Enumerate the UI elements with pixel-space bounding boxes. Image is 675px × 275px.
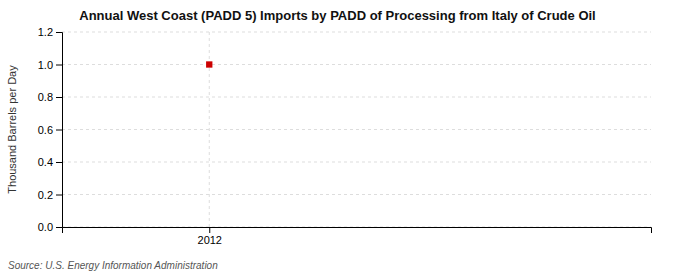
tick-label: 0.2 — [38, 189, 53, 201]
grid-line — [62, 129, 651, 130]
tick: 2012 — [198, 227, 222, 246]
tick-mark — [56, 130, 62, 131]
axis-line — [63, 228, 652, 234]
tick-label: 0.8 — [38, 91, 53, 103]
tick: 0.2 — [38, 189, 62, 201]
tick-label: 2012 — [198, 234, 222, 246]
chart: 2012 0.0 0.2 0.4 0.6 0.8 1.0 1.2 Annual West Coa… — [0, 0, 675, 275]
tick-label: 1.0 — [38, 59, 53, 71]
axis-line — [56, 33, 63, 228]
tick-label: 0.6 — [38, 124, 53, 136]
y-axis: 0.0 0.2 0.4 0.6 0.8 1.0 1.2 — [38, 26, 63, 233]
tick-mark — [209, 227, 210, 233]
source: Source: U.S. Energy Information Administ… — [8, 260, 218, 271]
tick: 1.2 — [38, 26, 62, 38]
tick-mark — [56, 97, 62, 98]
tick-label: 0.0 — [38, 221, 53, 233]
grid-line — [209, 32, 210, 227]
grid — [62, 32, 651, 227]
tick-mark — [56, 32, 62, 33]
tick: 0.6 — [38, 124, 62, 136]
tick: 1.0 — [38, 59, 62, 71]
tick-label: 0.4 — [38, 156, 53, 168]
point — [206, 61, 212, 67]
plot-area: 2012 0.0 0.2 0.4 0.6 0.8 1.0 1.2 — [38, 26, 652, 246]
tick-mark — [56, 227, 62, 228]
y-axis-label: Thousand Barrels per Day — [6, 65, 18, 194]
grid-line — [62, 194, 651, 195]
title: Annual West Coast (PADD 5) Imports by PA… — [79, 8, 595, 23]
x-axis: 2012 — [63, 227, 652, 246]
tick-mark — [56, 162, 62, 163]
tick-mark — [56, 195, 62, 196]
tick: 0.4 — [38, 156, 62, 168]
grid-line — [62, 162, 651, 163]
grid-line — [62, 97, 651, 98]
grid-line — [62, 32, 651, 33]
tick-label: 1.2 — [38, 26, 53, 38]
tick-mark — [56, 65, 62, 66]
tick: 0.0 — [38, 221, 62, 233]
points — [206, 61, 212, 67]
grid-line — [62, 64, 651, 65]
tick: 0.8 — [38, 91, 62, 103]
